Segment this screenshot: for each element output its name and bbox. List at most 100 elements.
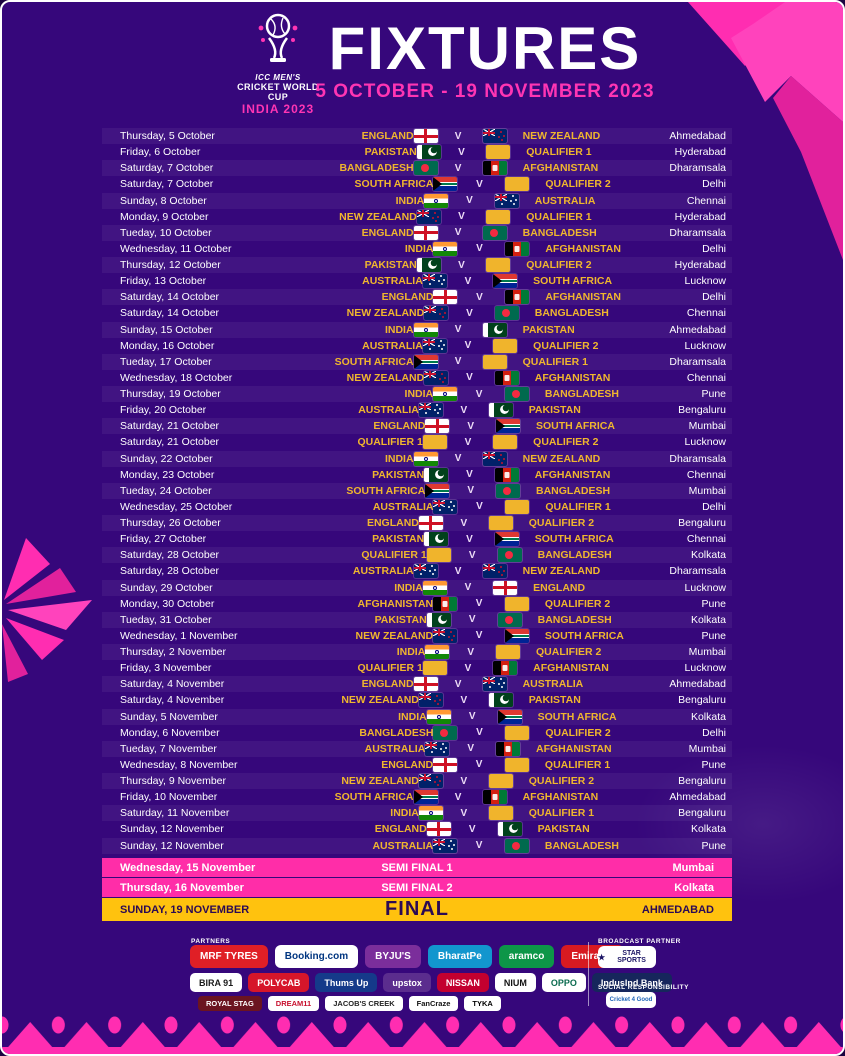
team1-flag-icon (416, 145, 441, 160)
fixture-venue: Mumbai (688, 646, 726, 659)
fixture-team2: AFGHANISTAN (545, 242, 621, 255)
fixture-row: Sunday, 15 October INDIA V PAKISTAN Ahme… (102, 321, 732, 338)
versus-label: V (454, 130, 462, 142)
fixture-row: Sunday, 29 October INDIA V ENGLAND Luckn… (102, 579, 732, 596)
partner-logo: MRF TYRES (190, 945, 268, 968)
fixture-team1: ENGLAND (374, 823, 427, 836)
team1-flag-icon (422, 580, 447, 595)
fixture-date: Tueday, 10 October (120, 226, 212, 239)
fixture-team1: SOUTH AFRICA (354, 178, 434, 191)
fixture-row: Friday, 10 November SOUTH AFRICA V AFGHA… (102, 789, 732, 805)
fixture-date: Monday, 6 November (120, 726, 220, 739)
team2-flag-icon (482, 790, 507, 805)
versus-label: V (468, 614, 476, 626)
fixture-team1: PAKISTAN (374, 613, 427, 626)
fixture-venue: Kolkata (690, 613, 726, 626)
fixture-team2: QUALIFIER 2 (533, 436, 599, 449)
versus-label: V (476, 727, 483, 739)
team1-flag-icon (424, 193, 449, 208)
sponsor-logo: DREAM11 (267, 996, 320, 1011)
versus-label: V (466, 372, 473, 384)
versus-label: V (476, 501, 483, 513)
versus-label: V (467, 420, 474, 432)
fixture-venue: Delhi (702, 291, 726, 304)
fixture-date: Sunday, 12 November (120, 839, 224, 852)
broadcast-logo-text: STAR SPORTS (617, 950, 646, 964)
team2-flag-icon (493, 580, 518, 595)
fixture-row: Saturday, 7 October SOUTH AFRICA V QUALI… (102, 176, 732, 192)
team2-flag-icon (493, 435, 518, 450)
fixture-row: Friday, 27 October PAKISTAN V SOUTH AFRI… (102, 531, 732, 547)
fixture-date: Thursday, 26 October (120, 517, 221, 530)
fixture-venue: Kolkata (690, 710, 726, 723)
team2-flag-icon (504, 757, 529, 772)
fixture-team2: BANGLADESH (537, 613, 612, 626)
team2-flag-icon (504, 596, 529, 611)
team2-flag-icon (494, 532, 519, 547)
fixture-team1: INDIA (404, 388, 434, 401)
team1-flag-icon (422, 661, 447, 676)
team2-flag-icon (496, 741, 520, 756)
fixture-team2: PAKISTAN (522, 323, 575, 336)
team2-flag-icon (486, 209, 511, 224)
versus-label: V (475, 840, 483, 852)
team2-flag-icon (482, 225, 507, 240)
fixture-date: Monday, 30 October (120, 597, 215, 610)
team2-flag-icon (488, 403, 513, 418)
fixture-team2: AFGHANISTAN (536, 742, 612, 755)
fixture-team2: AFGHANISTAN (522, 162, 599, 175)
fixture-venue: Delhi (702, 726, 726, 739)
team1-flag-icon (426, 709, 451, 724)
versus-label: V (466, 195, 473, 207)
versus-label: V (454, 227, 462, 239)
fixture-team1: NEW ZEALAND (346, 307, 425, 320)
team2-flag-icon (488, 516, 513, 531)
fixture-team2: AFGHANISTAN (533, 662, 609, 675)
semi-final-1-venue: Mumbai (672, 861, 714, 874)
fixture-venue: Bengaluru (678, 694, 727, 707)
fixture-venue: Chennai (686, 468, 726, 481)
fixture-date: Saturday, 21 October (120, 420, 220, 433)
fixture-row: Saturday, 7 October BANGLADESH V AFGHANI… (102, 160, 732, 177)
fixture-date: Thursday, 12 October (120, 259, 221, 272)
versus-label: V (460, 775, 468, 787)
sponsor-logo: BIRA 91 (190, 973, 243, 992)
fixture-team2: QUALIFIER 1 (544, 758, 611, 771)
fixture-date: Sunday, 5 November (120, 710, 218, 723)
fixture-date: Wednesday, 8 November (120, 758, 238, 771)
fixture-date: Friday, 3 November (120, 662, 212, 675)
fixture-venue: Chennai (686, 371, 726, 384)
fixture-team2: BANGLADESH (522, 226, 597, 239)
fixture-team1: AUSTRALIA (372, 839, 434, 852)
versus-label: V (454, 565, 462, 577)
fixture-row: Wednesday, 11 October INDIA V AFGHANISTA… (102, 241, 732, 257)
fixture-row: Sunday, 5 November INDIA V SOUTH AFRICA … (102, 708, 732, 725)
fixture-team2: QUALIFIER 2 (544, 597, 611, 610)
fixture-date: Saturday, 14 October (120, 291, 220, 304)
fixture-team1: INDIA (390, 807, 419, 820)
fixture-team2: QUALIFIER 2 (528, 775, 595, 788)
fixture-venue: Pune (701, 629, 727, 642)
fixture-venue: Ahmedabad (669, 323, 726, 336)
versus-label: V (466, 533, 473, 545)
fixture-team2: QUALIFIER 1 (526, 146, 592, 159)
versus-label: V (458, 259, 465, 271)
fixture-date: Sunday, 29 October (120, 581, 213, 594)
fixture-date: Friday, 20 October (120, 404, 207, 417)
fixture-date: Saturday, 21 October (120, 436, 220, 449)
fixture-date: Tueday, 24 October (120, 484, 212, 497)
fixture-row: Tueday, 7 November AUSTRALIA V AFGHANIST… (102, 740, 732, 757)
fixture-team1: PAKISTAN (372, 468, 425, 481)
fixture-row: Friday, 3 November QUALIFIER 1 V AFGHANI… (102, 660, 732, 676)
team2-flag-icon (505, 241, 530, 256)
fixture-team2: QUALIFIER 2 (545, 726, 611, 739)
team1-flag-icon (424, 370, 449, 385)
team1-flag-icon (418, 774, 443, 789)
fixture-team2: QUALIFIER 2 (536, 646, 602, 659)
team2-flag-icon (482, 322, 507, 337)
fixture-team2: ENGLAND (533, 581, 586, 594)
versus-label: V (458, 211, 465, 223)
versus-label: V (466, 307, 473, 319)
fixture-venue: Chennai (686, 307, 726, 320)
